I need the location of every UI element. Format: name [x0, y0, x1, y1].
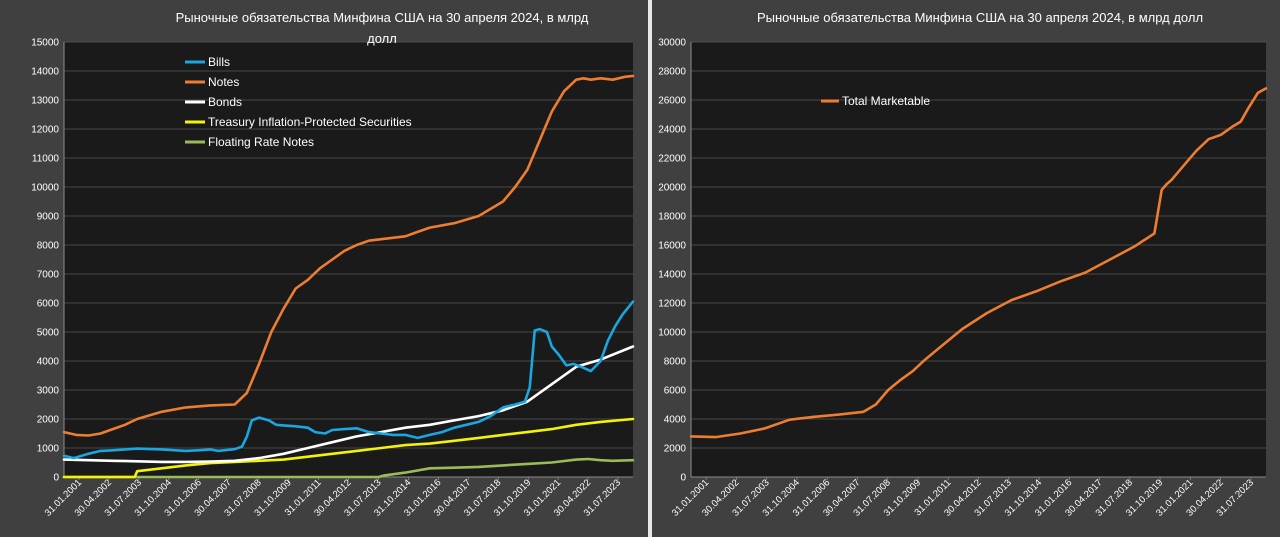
series-line-floating-rate-notes [62, 457, 635, 479]
y-tick-label: 8000 [37, 241, 60, 252]
y-tick-label: 14000 [31, 67, 59, 78]
y-tick-label: 13000 [31, 96, 59, 107]
y-tick-label: 10000 [31, 183, 59, 194]
chart-title: Рыночные обязательства Минфина США на 30… [757, 10, 1203, 25]
series-line-bills [62, 300, 635, 460]
legend-entry: Bills [208, 55, 230, 69]
y-tick-label: 11000 [32, 154, 60, 165]
legend-entry: Total Marketable [842, 94, 930, 108]
left-chart-panel: 0 1000 2000 3000 4000 5000 6000 7000 8000 9000 100… [31, 10, 635, 519]
plot-area [64, 42, 633, 477]
y-tick-label: 1000 [37, 444, 60, 455]
y-tick-label: 2000 [664, 444, 687, 455]
y-tick-label: 12000 [31, 125, 59, 136]
y-tick-label: 16000 [658, 241, 686, 252]
series-line-notes [62, 74, 635, 437]
y-tick-label: 22000 [658, 154, 686, 165]
right-chart-panel: 0 2000 4000 6000 8000 10000 12000 14000 16000 180… [652, 0, 1280, 537]
chart-title: Рыночные обязательства Минфина США на 30… [176, 10, 589, 25]
y-tick-label: 15000 [31, 38, 59, 49]
series-line-treasury-inflation-protected-securities [62, 417, 635, 479]
detail-chart: 0 1000 2000 3000 4000 5000 6000 7000 8000 9000 100… [31, 10, 635, 519]
y-tick-label: 10000 [658, 328, 686, 339]
y-tick-label: 28000 [658, 67, 686, 78]
chart-title: долл [367, 31, 397, 46]
y-tick-label: 0 [680, 473, 686, 484]
y-tick-label: 24000 [658, 125, 686, 136]
y-tick-label: 3000 [37, 386, 60, 397]
y-tick-label: 0 [53, 473, 59, 484]
y-tick-label: 4000 [664, 415, 687, 426]
y-tick-label: 14000 [658, 270, 686, 281]
y-tick-label: 26000 [658, 96, 686, 107]
series-line-bonds [62, 345, 635, 464]
y-tick-label: 30000 [658, 38, 686, 49]
y-tick-label: 20000 [658, 183, 686, 194]
total-chart: 0 2000 4000 6000 8000 10000 12000 14000 16000 180… [658, 10, 1268, 519]
plot-area [691, 42, 1266, 477]
y-tick-label: 12000 [658, 299, 686, 310]
y-tick-label: 18000 [658, 212, 686, 223]
y-tick-label: 7000 [37, 270, 60, 281]
legend-entry: Treasury Inflation-Protected Securities [208, 115, 412, 129]
y-tick-label: 4000 [37, 357, 60, 368]
y-tick-label: 2000 [37, 415, 60, 426]
y-tick-label: 9000 [37, 212, 60, 223]
panel-divider [648, 0, 652, 537]
y-tick-label: 6000 [664, 386, 687, 397]
series-line-total-marketable [689, 87, 1268, 439]
y-tick-label: 8000 [664, 357, 687, 368]
y-tick-label: 5000 [37, 328, 60, 339]
legend-entry: Floating Rate Notes [208, 135, 314, 149]
legend-entry: Bonds [208, 95, 242, 109]
legend-entry: Notes [208, 75, 239, 89]
y-tick-label: 6000 [37, 299, 60, 310]
